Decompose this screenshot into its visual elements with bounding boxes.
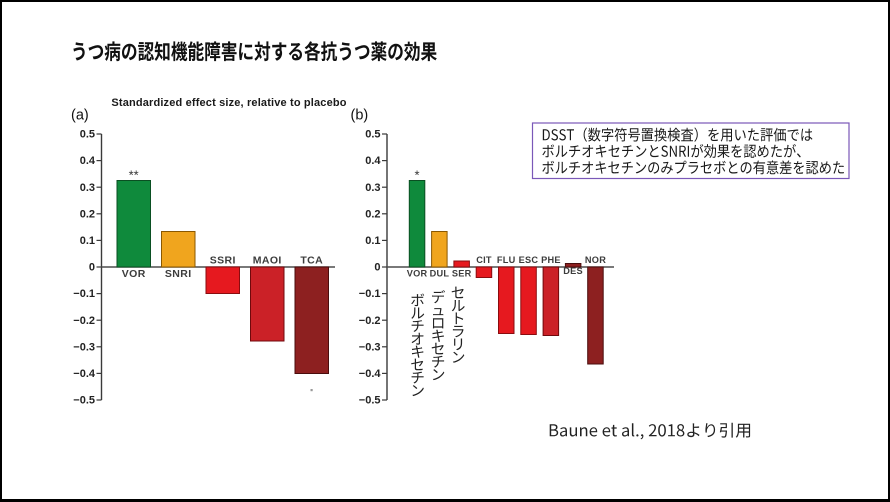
svg-text:SSRI: SSRI bbox=[210, 255, 236, 267]
svg-text:−0.2: −0.2 bbox=[73, 315, 95, 327]
svg-text:DUL: DUL bbox=[430, 269, 450, 279]
svg-text:0: 0 bbox=[89, 262, 95, 274]
svg-text:−0.3: −0.3 bbox=[359, 341, 381, 353]
svg-text:VOR: VOR bbox=[407, 269, 428, 279]
svg-text:(b): (b) bbox=[351, 108, 369, 124]
svg-text:TCA: TCA bbox=[300, 255, 323, 267]
svg-text:0.4: 0.4 bbox=[80, 155, 96, 167]
svg-text:−0.4: −0.4 bbox=[359, 368, 382, 380]
svg-text:−0.1: −0.1 bbox=[73, 288, 95, 300]
svg-text:−0.1: −0.1 bbox=[359, 288, 381, 300]
svg-text:FLU: FLU bbox=[497, 255, 516, 265]
svg-text:**: ** bbox=[129, 168, 139, 183]
svg-text:0.4: 0.4 bbox=[365, 155, 381, 167]
svg-text:VOR: VOR bbox=[122, 268, 146, 280]
svg-text:0.5: 0.5 bbox=[365, 129, 380, 141]
svg-text:0.2: 0.2 bbox=[365, 208, 380, 220]
svg-text:0.3: 0.3 bbox=[365, 182, 380, 194]
svg-text:−0.3: −0.3 bbox=[73, 341, 95, 353]
svg-text:MAOI: MAOI bbox=[253, 255, 282, 267]
svg-text:−0.4: −0.4 bbox=[73, 368, 96, 380]
svg-text:−0.5: −0.5 bbox=[73, 395, 95, 407]
svg-text:0.1: 0.1 bbox=[365, 235, 380, 247]
svg-text:DES: DES bbox=[563, 266, 583, 276]
svg-text:CIT: CIT bbox=[476, 255, 492, 265]
svg-text:0.2: 0.2 bbox=[80, 208, 95, 220]
svg-text:*: * bbox=[414, 168, 419, 183]
svg-text:PHE: PHE bbox=[541, 255, 561, 265]
svg-text:−0.2: −0.2 bbox=[359, 315, 381, 327]
svg-text:0.1: 0.1 bbox=[80, 235, 95, 247]
svg-text:SNRI: SNRI bbox=[165, 268, 192, 280]
svg-text:SER: SER bbox=[452, 269, 472, 279]
svg-text:(a): (a) bbox=[71, 108, 89, 124]
svg-text:ESC: ESC bbox=[519, 255, 539, 265]
svg-text:NOR: NOR bbox=[585, 255, 606, 265]
svg-text:−0.5: −0.5 bbox=[359, 395, 381, 407]
svg-text:0.3: 0.3 bbox=[80, 182, 95, 194]
svg-text:0: 0 bbox=[374, 262, 380, 274]
svg-text:0.5: 0.5 bbox=[80, 129, 95, 141]
svg-text:Standardized effect size, rela: Standardized effect size, relative to pl… bbox=[111, 97, 346, 109]
